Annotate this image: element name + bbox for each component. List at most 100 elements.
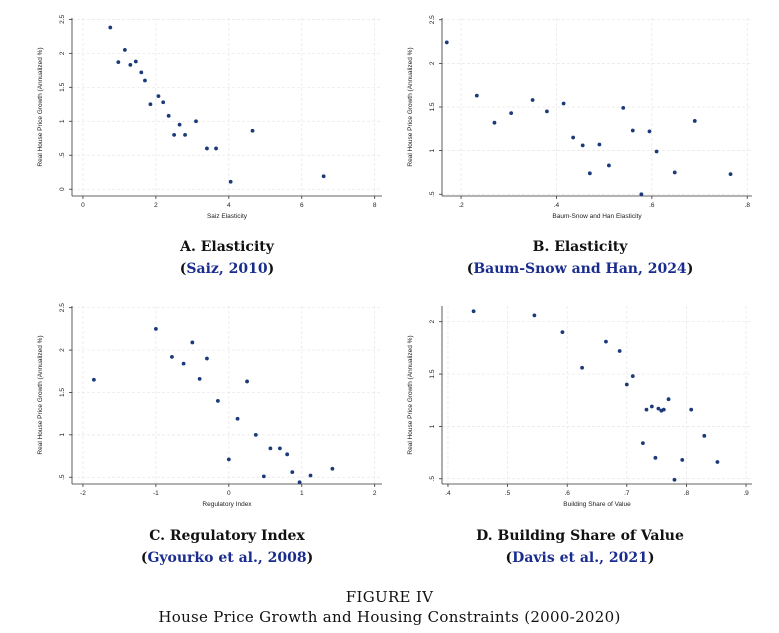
panel-b-xtick-label: .8	[745, 202, 751, 209]
panel-c-xtick-label: -1	[153, 490, 159, 497]
panel-b-point	[647, 129, 652, 134]
panel-a-point	[194, 119, 198, 124]
panel-d-ytick-label: 1.5	[429, 369, 436, 378]
panel-c-point	[285, 452, 290, 457]
panel-b-point	[597, 142, 602, 147]
panel-a-ytick-label: 1.5	[59, 82, 66, 91]
panel-b-citation-link[interactable]: Baum-Snow and Han, 2024	[473, 261, 687, 277]
figure-label: FIGURE IV	[345, 588, 434, 606]
panel-a-point	[166, 113, 171, 118]
panel-b-point	[621, 105, 626, 110]
panel-a-point	[250, 128, 255, 133]
panel-d-point	[661, 407, 666, 412]
panel-b-point	[639, 192, 644, 197]
panel-d-citation: (Davis et al., 2021)	[505, 550, 655, 566]
panel-b-point	[607, 163, 611, 168]
panel-c-ytick-label: 2.5	[59, 303, 66, 312]
panel-d-point	[656, 406, 661, 411]
panel-b-point	[630, 128, 635, 133]
panel-d-point	[630, 374, 635, 379]
panel-d-citation-link[interactable]: Davis et al., 2021	[512, 550, 648, 566]
panel-b-point	[672, 170, 677, 175]
panel-a-point	[116, 60, 121, 65]
panel-d-xlabel: Building Share of Value	[563, 501, 631, 508]
panel-d-ytick-label: 2	[429, 320, 436, 324]
panel-c-point	[190, 340, 195, 345]
panel-b-point	[580, 143, 585, 148]
panel-d-point	[624, 382, 629, 387]
panel-a-title: A. Elasticity	[180, 239, 274, 255]
panel-c-ytick-label: 2	[59, 348, 66, 352]
panel-a-ytick-label: 2.5	[59, 14, 66, 23]
panel-b-xtick-label: .2	[458, 202, 464, 209]
panel-b-point	[587, 171, 592, 176]
panel-d-point	[666, 397, 671, 402]
panel-d-title: D. Building Share of Value	[476, 528, 684, 544]
panel-c-point	[215, 399, 220, 403]
panel-b-point	[530, 98, 535, 102]
panel-b-title: B. Elasticity	[532, 239, 628, 255]
panel-c-xlabel: Regulatory Index	[202, 501, 252, 508]
panel-a-xlabel: Saiz Elasticity	[207, 213, 248, 220]
panel-d-point	[715, 460, 720, 464]
panel-d-point	[560, 330, 565, 335]
panel-d-point	[604, 339, 608, 344]
panel-c-point	[297, 480, 302, 485]
panel-a-point	[108, 25, 113, 30]
panel-a-point	[143, 78, 147, 83]
panel-a-point	[321, 174, 326, 179]
panel-c-citation-link[interactable]: Gyourko et al., 2008	[147, 550, 307, 566]
panel-a-point	[214, 146, 218, 151]
panel-b-point	[561, 101, 566, 106]
panel-a-point	[228, 179, 233, 184]
panel-d-point	[641, 441, 645, 446]
panel-c-point	[153, 326, 158, 331]
panel-c-point	[181, 361, 186, 366]
panel-c-point	[261, 474, 266, 479]
scatter-panel-b: .2 .4 .6 .8 .5 1 1.5 2 2.5 Baum-Snow and Han Elas…	[407, 15, 752, 220]
panel-b-point	[728, 172, 733, 177]
panel-b-point	[692, 119, 697, 123]
panel-c-point	[170, 354, 174, 359]
panel-b-ytick-label: 1.5	[429, 102, 436, 111]
panel-d-xtick-label: .4	[445, 490, 451, 497]
panel-a-ytick-label: 1	[59, 119, 66, 123]
panel-a-point	[177, 122, 182, 127]
panel-a-point	[156, 94, 161, 99]
panel-d-ytick-label: 1	[429, 424, 436, 428]
panel-a-xtick-label: 8	[373, 202, 377, 209]
panel-c-ytick-label: .5	[59, 474, 66, 480]
panel-a-point	[122, 48, 127, 52]
panel-c-xtick-label: 2	[373, 490, 377, 497]
panel-d-point	[532, 313, 537, 318]
panel-c-ytick-label: 1	[59, 433, 66, 437]
panel-b-point	[492, 120, 497, 125]
panel-d-xtick-label: .8	[684, 490, 690, 497]
panel-b-point	[509, 111, 514, 116]
panel-b-xtick-label: .4	[554, 202, 560, 209]
panel-a-ytick-label: 0	[59, 187, 66, 191]
panel-c-point	[277, 446, 282, 451]
panel-a-citation-link[interactable]: Saiz, 2010	[186, 261, 268, 277]
panel-c-point	[205, 356, 209, 361]
panel-b-ylabel: Real House Price Growth (Annualized %)	[407, 47, 414, 166]
panel-c-point	[245, 379, 249, 384]
panel-a-point	[205, 146, 209, 151]
panel-a-xtick-label: 4	[227, 202, 231, 209]
panel-c-point	[235, 416, 240, 421]
panel-b-point	[444, 40, 449, 45]
scatter-panel-a: 0 2 4 6 8 0 .5 1 1.5 2 2.5 Saiz Elasticity Real Hous…	[37, 14, 382, 220]
panel-a-citation: (Saiz, 2010)	[179, 261, 275, 277]
panel-c-ylabel: Real House Price Growth (Annualized %)	[37, 335, 44, 454]
panel-c-title: C. Regulatory Index	[149, 528, 305, 544]
panel-d-point	[680, 458, 685, 462]
panel-d-xtick-label: .5	[505, 490, 511, 497]
panel-b-ytick-label: 1	[429, 148, 436, 152]
panel-b-xlabel: Baum-Snow and Han Elasticity	[552, 213, 642, 220]
panel-c-point	[330, 466, 335, 471]
panel-b-citation: (Baum-Snow and Han, 2024)	[466, 261, 694, 277]
panel-d-point	[580, 365, 584, 370]
panel-d-xtick-label: .9	[743, 490, 749, 497]
panel-c-point	[268, 446, 273, 451]
